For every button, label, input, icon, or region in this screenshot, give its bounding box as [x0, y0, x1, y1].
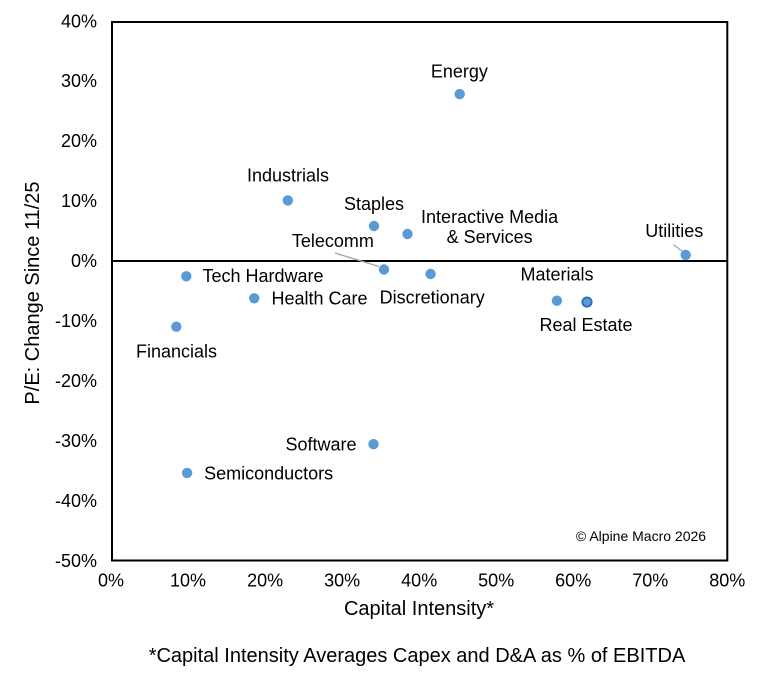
svg-text:Discretionary: Discretionary: [380, 288, 485, 308]
svg-text:Interactive Media: Interactive Media: [421, 207, 559, 227]
svg-text:0%: 0%: [71, 251, 97, 271]
svg-text:50%: 50%: [478, 570, 514, 590]
svg-text:Capital Intensity*: Capital Intensity*: [344, 598, 494, 620]
svg-text:60%: 60%: [555, 570, 591, 590]
svg-text:Utilities: Utilities: [645, 221, 703, 241]
svg-text:70%: 70%: [632, 570, 668, 590]
svg-text:Tech Hardware: Tech Hardware: [202, 266, 323, 286]
svg-text:Financials: Financials: [136, 341, 217, 361]
svg-text:Real Estate: Real Estate: [539, 315, 632, 335]
svg-text:& Services: & Services: [447, 227, 533, 247]
svg-text:Software: Software: [285, 434, 356, 454]
svg-text:© Alpine Macro 2026: © Alpine Macro 2026: [576, 528, 706, 544]
svg-text:*Capital Intensity Averages Ca: *Capital Intensity Averages Capex and D&…: [149, 645, 686, 667]
svg-text:-20%: -20%: [55, 371, 97, 391]
svg-text:10%: 10%: [61, 191, 97, 211]
svg-text:40%: 40%: [61, 11, 97, 31]
svg-text:30%: 30%: [61, 71, 97, 91]
svg-text:Industrials: Industrials: [247, 166, 329, 186]
svg-text:P/E: Change Since 11/25: P/E: Change Since 11/25: [22, 181, 44, 404]
svg-text:Telecomm: Telecomm: [292, 231, 374, 251]
svg-text:-50%: -50%: [55, 551, 97, 571]
svg-text:20%: 20%: [247, 570, 283, 590]
svg-text:Semiconductors: Semiconductors: [204, 463, 333, 483]
svg-text:Staples: Staples: [344, 194, 404, 214]
svg-text:40%: 40%: [401, 570, 437, 590]
svg-text:-40%: -40%: [55, 491, 97, 511]
svg-text:10%: 10%: [170, 570, 206, 590]
svg-text:Energy: Energy: [431, 61, 488, 81]
svg-text:80%: 80%: [709, 570, 745, 590]
svg-text:Health Care: Health Care: [271, 288, 367, 308]
svg-text:30%: 30%: [324, 570, 360, 590]
svg-text:20%: 20%: [61, 131, 97, 151]
svg-text:-10%: -10%: [55, 311, 97, 331]
svg-text:-30%: -30%: [55, 431, 97, 451]
svg-text:0%: 0%: [98, 570, 124, 590]
svg-text:Materials: Materials: [520, 264, 593, 284]
